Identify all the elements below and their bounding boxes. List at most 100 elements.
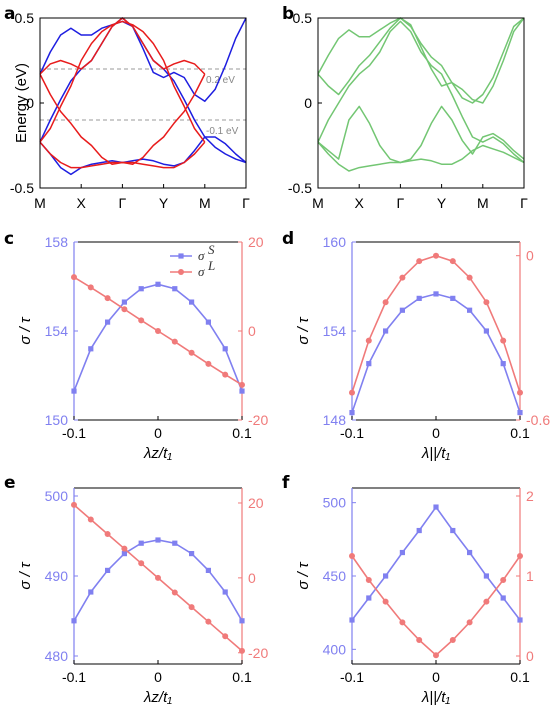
left-tick-label: 160 (323, 234, 347, 250)
data-point-circle (155, 328, 161, 334)
left-tick-label: 150 (45, 412, 69, 428)
data-point-square (172, 286, 178, 292)
data-point-square (517, 617, 523, 623)
data-point-square (121, 299, 127, 305)
y-axis-label: σ / τ (295, 316, 312, 345)
k-point-label: M (34, 195, 46, 211)
data-point-square (383, 328, 389, 334)
left-tick-label: 450 (323, 568, 347, 584)
x-tick-label: -0.1 (340, 669, 364, 685)
data-point-circle (171, 589, 178, 596)
left-tick-label: 500 (323, 495, 347, 511)
data-point-square (483, 573, 489, 579)
left-tick-label: 154 (45, 323, 69, 339)
data-point-circle (121, 306, 128, 313)
data-point-square (483, 328, 489, 334)
right-tick-label: -20 (248, 645, 268, 661)
data-point-square (71, 388, 77, 394)
data-point-circle (188, 604, 195, 611)
data-point-square (349, 409, 355, 416)
data-point-square (433, 504, 439, 510)
band-line-0 (39, 17, 247, 103)
panel-letter-c: c (4, 229, 14, 249)
data-point-circle (466, 619, 473, 626)
panel-f-conductivity-lambda-par: -0.1 0 0.1 500 450 400 2 1 0 σ / τ λ||/t₁ (295, 487, 534, 706)
left-tick-label: 148 (323, 412, 347, 428)
data-point-circle (104, 531, 111, 538)
data-point-circle (416, 258, 423, 265)
data-point-circle (349, 553, 355, 559)
data-point-square (105, 567, 111, 573)
k-point-label: X (77, 195, 87, 211)
data-point-square (222, 346, 228, 352)
data-point-circle (205, 618, 212, 625)
data-point-circle (87, 516, 94, 523)
y-axis-label: σ / τ (295, 561, 312, 590)
data-point-square (366, 361, 372, 367)
data-point-circle (365, 337, 372, 344)
x-tick-label: 0 (154, 425, 162, 441)
right-tick-label: -20 (248, 412, 268, 428)
x-axis-label: λ||/t₁ (421, 445, 451, 462)
data-point-square (121, 551, 127, 557)
data-point-square (138, 540, 144, 546)
right-tick-label: 0 (248, 323, 256, 339)
panel-letter-e: e (4, 473, 16, 493)
band-line-5 (39, 73, 206, 165)
data-point-square (189, 299, 195, 305)
data-point-square (155, 537, 161, 543)
left-tick-label: 490 (45, 568, 69, 584)
y-tick-label: 0.5 (293, 10, 313, 26)
data-point-square (172, 540, 178, 546)
left-tick-label: 480 (45, 648, 69, 664)
right-tick-label: 1 (526, 568, 534, 584)
x-tick-label: 0.1 (510, 669, 530, 685)
k-point-label: M (312, 195, 324, 211)
data-point-circle (433, 652, 439, 659)
panel-letter-a: a (4, 4, 15, 24)
band-line-3 (317, 105, 525, 164)
band-line-4 (39, 141, 206, 169)
data-point-circle (121, 545, 128, 552)
data-point-square (71, 618, 77, 624)
data-point-circle (382, 598, 389, 605)
panel-b-band-structure: 0.50-0.5M X Γ Y M Γ (288, 10, 528, 211)
data-point-square (500, 595, 506, 601)
x-tick-label: 0.1 (232, 425, 252, 441)
band-line-2 (39, 136, 247, 176)
data-point-circle (500, 337, 507, 344)
x-tick-label: -0.1 (340, 425, 364, 441)
right-tick-label: 0 (526, 248, 534, 264)
data-point-circle (71, 501, 77, 508)
x-axis-label: λ||/t₁ (421, 689, 451, 706)
data-point-circle (382, 299, 389, 306)
data-point-square (399, 549, 405, 556)
k-point-label: M (199, 195, 211, 211)
data-point-circle (188, 349, 195, 356)
data-point-circle (349, 389, 355, 396)
data-point-circle (365, 577, 372, 583)
data-point-circle (399, 274, 406, 281)
legend-marker-square (178, 253, 184, 259)
data-point-square (467, 307, 473, 313)
left-tick-label: 400 (323, 641, 347, 657)
x-axis-label: λz/t₁ (143, 445, 172, 462)
data-point-square (416, 527, 422, 534)
left-tick-label: 500 (45, 488, 69, 504)
right-tick-label: 0 (526, 648, 534, 664)
data-point-circle (205, 360, 212, 367)
data-point-square (467, 549, 473, 556)
fermi-level-label-1: -0.1 eV (206, 126, 239, 137)
panel-letter-f: f (282, 473, 290, 493)
data-point-circle (433, 252, 439, 259)
x-tick-label: 0 (154, 669, 162, 685)
x-tick-label: 0 (432, 425, 440, 441)
band-line-3 (39, 17, 206, 75)
legend-sup-1: L (207, 258, 215, 273)
left-series-line (73, 283, 243, 392)
data-point-circle (222, 633, 229, 640)
legend-label-1: σ (198, 264, 205, 279)
data-point-circle (399, 619, 406, 626)
right-series-line (351, 555, 521, 657)
